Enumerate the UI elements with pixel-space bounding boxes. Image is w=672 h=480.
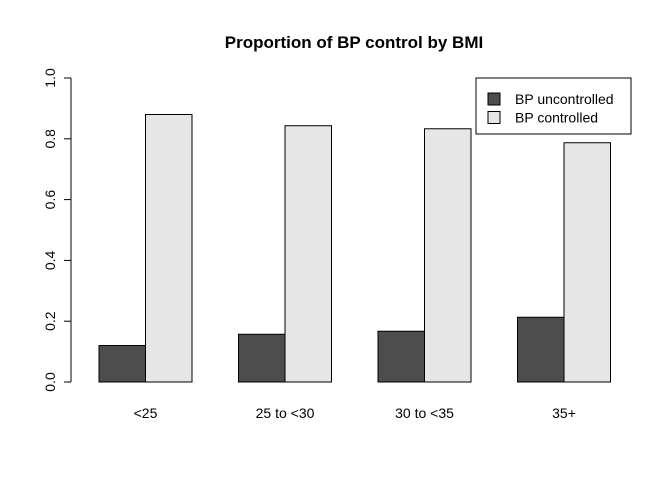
legend: BP uncontrolled BP controlled xyxy=(475,77,632,135)
bar-controlled xyxy=(424,128,472,383)
x-axis-labels: <25 25 to <30 30 to <35 35+ xyxy=(134,405,576,421)
bars-group xyxy=(98,113,611,383)
x-tick-label: 35+ xyxy=(552,405,576,421)
y-tick-label: 0.4 xyxy=(42,250,58,270)
y-tick-label: 0.2 xyxy=(42,311,58,331)
x-tick-label: <25 xyxy=(134,405,158,421)
bar-uncontrolled xyxy=(517,316,565,383)
legend-swatch xyxy=(487,92,501,106)
y-axis: 0.0 0.2 0.4 0.6 0.8 1.0 xyxy=(42,68,72,392)
legend-swatch xyxy=(487,111,501,124)
bar-uncontrolled xyxy=(377,330,425,383)
y-tick-label: 0.8 xyxy=(42,129,58,149)
bar-controlled xyxy=(145,113,193,383)
chart-title: Proportion of BP control by BMI xyxy=(225,33,483,52)
bar-uncontrolled xyxy=(238,333,286,383)
bar-controlled xyxy=(284,125,332,383)
y-tick-label: 0.6 xyxy=(42,190,58,210)
bar-controlled xyxy=(563,142,611,383)
y-tick-label: 1.0 xyxy=(42,68,58,88)
legend-box xyxy=(475,77,632,135)
x-tick-label: 30 to <35 xyxy=(395,405,454,421)
x-tick-label: 25 to <30 xyxy=(256,405,315,421)
legend-label: BP controlled xyxy=(515,110,598,126)
bar-uncontrolled xyxy=(98,345,146,383)
y-tick-label: 0.0 xyxy=(42,372,58,392)
legend-label: BP uncontrolled xyxy=(515,91,614,107)
